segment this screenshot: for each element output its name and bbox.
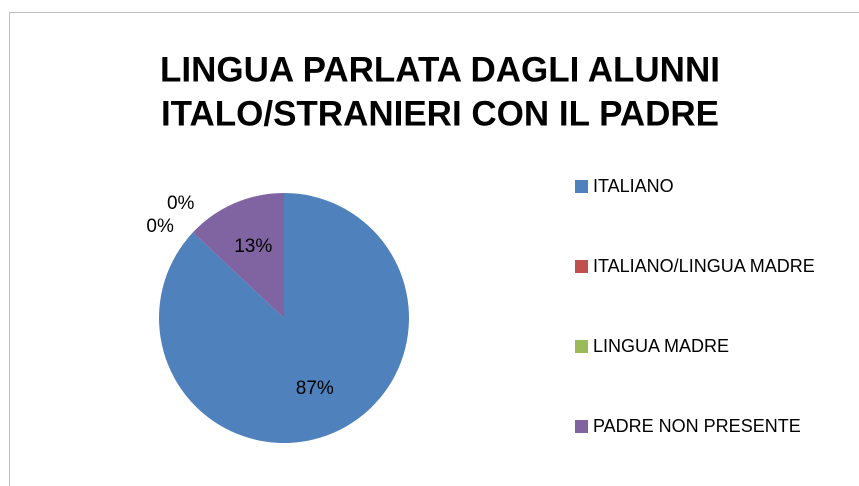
legend-swatch (575, 180, 588, 193)
legend-swatch (575, 260, 588, 273)
data-label: 0% (146, 216, 174, 237)
legend-item: PADRE NON PRESENTE (575, 410, 835, 442)
chart-title: LINGUA PARLATA DAGLI ALUNNI (160, 50, 720, 89)
data-label: 87% (296, 378, 334, 399)
data-label: 13% (234, 236, 272, 257)
legend-item: ITALIANO (575, 170, 835, 202)
legend-label: ITALIANO (593, 176, 674, 196)
legend-label: PADRE NON PRESENTE (593, 416, 801, 436)
legend-label: ITALIANO/LINGUA MADRE (593, 256, 815, 276)
pie-slice (192, 193, 284, 318)
legend-item: ITALIANO/LINGUA MADRE (575, 250, 835, 282)
legend-item: LINGUA MADRE (575, 330, 835, 362)
legend-label: LINGUA MADRE (593, 336, 730, 356)
legend-swatch (575, 340, 588, 353)
data-label: 0% (167, 193, 195, 214)
chart-frame (9, 12, 859, 486)
chart-title: ITALO/STRANIERI CON IL PADRE (161, 94, 719, 133)
legend-swatch (575, 420, 588, 433)
